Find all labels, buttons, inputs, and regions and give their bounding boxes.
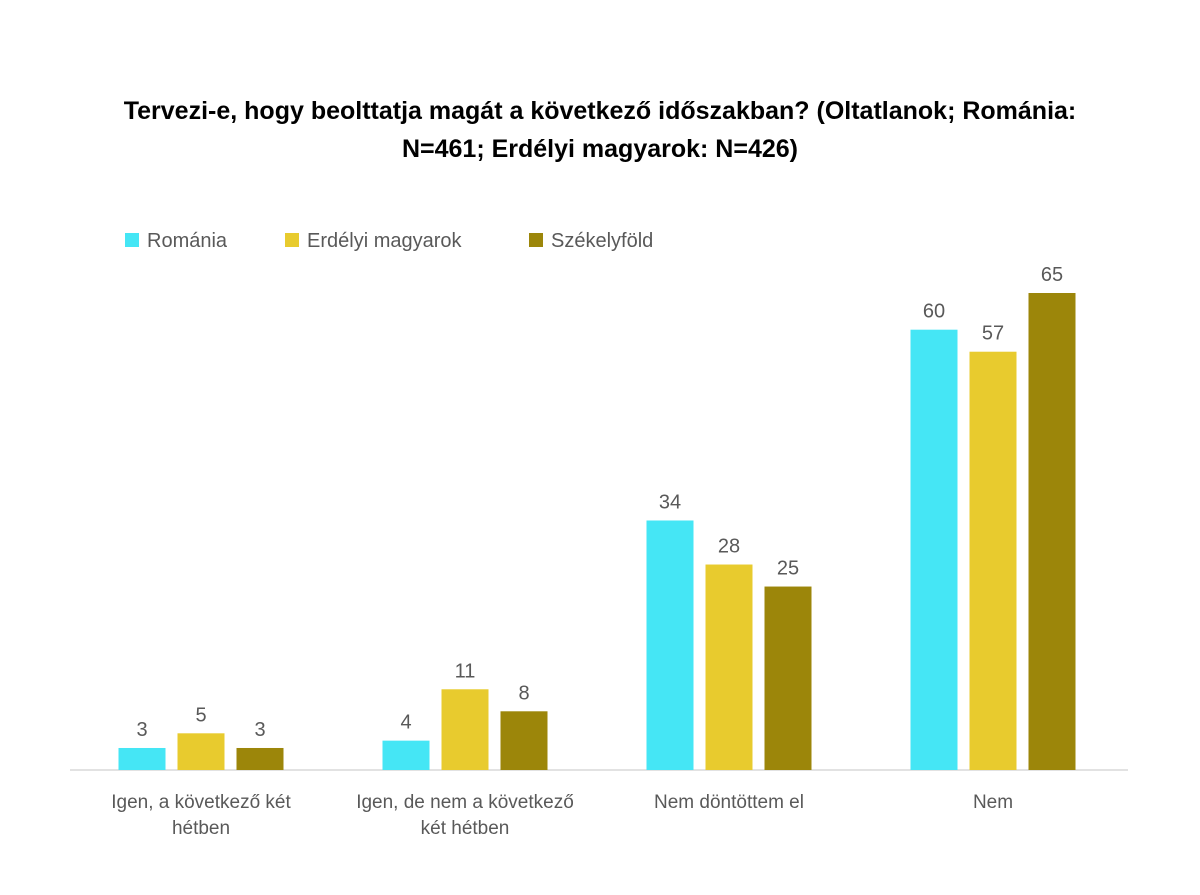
data-label: 25 xyxy=(777,558,799,580)
data-label: 8 xyxy=(518,682,529,704)
category-label-line: Nem döntöttem el xyxy=(654,792,804,813)
data-label: 11 xyxy=(455,660,476,682)
bar xyxy=(646,520,694,770)
chart-title-line-1: Tervezi-e, hogy beolttatja magát a követ… xyxy=(123,97,1077,125)
category-label: Igen, a következő két hétben xyxy=(111,792,291,839)
data-label: 4 xyxy=(400,712,411,734)
category-label-line: két hétben xyxy=(421,818,510,839)
chart-title: Tervezi-e, hogy beolttatja magát a követ… xyxy=(40,92,1160,168)
chart-title-line-2: N=461; Erdélyi magyarok: N=426) xyxy=(401,135,799,163)
data-label: 60 xyxy=(923,301,945,323)
category-label-line: Nem xyxy=(973,792,1013,813)
bar xyxy=(705,564,753,770)
data-label: 34 xyxy=(659,491,681,513)
bar xyxy=(500,711,548,770)
bar xyxy=(177,733,225,770)
bar xyxy=(969,351,1017,770)
data-label: 28 xyxy=(718,536,740,558)
bar xyxy=(236,747,284,770)
legend-swatch xyxy=(529,233,543,247)
category-label-line: hétben xyxy=(172,818,230,839)
legend-swatch xyxy=(285,233,299,247)
legend-swatch xyxy=(125,233,139,247)
category-label: Nem döntöttem el xyxy=(654,792,804,813)
bar xyxy=(382,740,430,770)
bar xyxy=(441,689,489,770)
legend-item-2: Erdélyi magyarok xyxy=(285,230,463,252)
bar xyxy=(764,586,812,770)
data-label: 65 xyxy=(1041,264,1063,286)
bar xyxy=(910,329,958,770)
bar xyxy=(118,747,166,770)
data-label: 5 xyxy=(195,704,206,726)
legend-label: Székelyföld xyxy=(551,230,653,252)
legend-item-1: Románia xyxy=(125,230,228,252)
category-label: Igen, de nem a következő két hétben xyxy=(356,792,574,839)
bar xyxy=(1028,293,1076,770)
legend-label: Erdélyi magyarok xyxy=(307,230,463,252)
data-label: 3 xyxy=(254,719,265,741)
legend-item-3: Székelyföld xyxy=(529,230,653,252)
category-label-line: Igen, de nem a következő xyxy=(356,792,574,813)
category-label-line: Igen, a következő két xyxy=(111,792,291,813)
legend-label: Románia xyxy=(147,230,228,252)
data-label: 57 xyxy=(982,323,1004,345)
data-label: 3 xyxy=(136,719,147,741)
category-label: Nem xyxy=(973,792,1013,813)
